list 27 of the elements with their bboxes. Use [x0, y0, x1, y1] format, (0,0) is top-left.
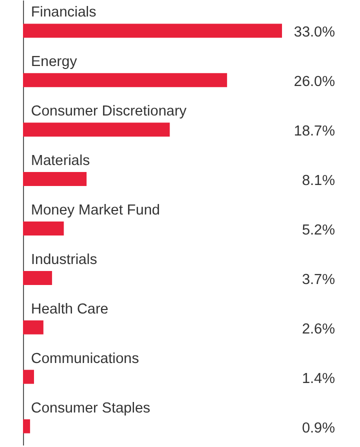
bar [23, 24, 282, 38]
bar [23, 320, 44, 334]
data-label: 1.4% [302, 370, 336, 387]
bar [23, 172, 87, 186]
y-tick-label: Consumer Staples [31, 400, 150, 416]
data-label: 26.0% [294, 74, 336, 90]
data-label: 5.2% [302, 222, 336, 238]
bar [23, 270, 52, 285]
y-tick-label: Materials [31, 153, 90, 170]
bar [23, 122, 170, 137]
y-tick-label: Money Market Fund [31, 202, 160, 218]
bar [23, 222, 64, 236]
data-label: 33.0% [294, 24, 336, 41]
data-label: 3.7% [302, 272, 336, 288]
y-tick-label: Consumer Discretionary [31, 104, 188, 120]
y-tick-label: Health Care [31, 301, 108, 318]
y-tick-label: Financials [31, 4, 96, 21]
bar [23, 370, 34, 384]
bar [23, 419, 30, 434]
bar [23, 73, 228, 88]
data-label: 8.1% [302, 173, 336, 190]
y-tick-label: Industrials [31, 252, 98, 268]
data-label: 0.9% [302, 420, 336, 436]
data-label: 2.6% [302, 321, 336, 338]
y-tick-label: Communications [31, 350, 139, 367]
y-tick-label: Energy [31, 54, 78, 70]
data-label: 18.7% [294, 124, 336, 140]
